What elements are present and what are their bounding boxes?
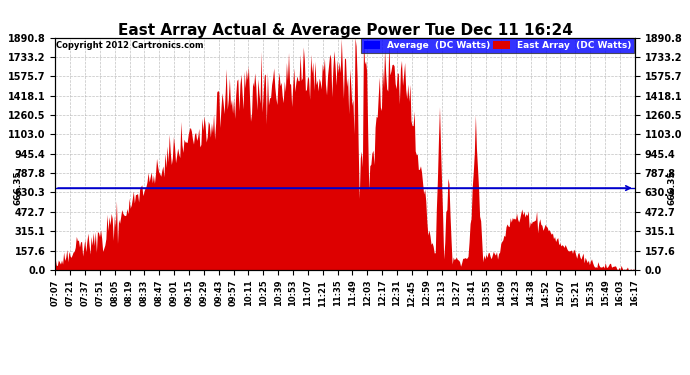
Legend: Average  (DC Watts), East Array  (DC Watts): Average (DC Watts), East Array (DC Watts… bbox=[361, 38, 634, 53]
Text: 666.35: 666.35 bbox=[668, 171, 677, 206]
Title: East Array Actual & Average Power Tue Dec 11 16:24: East Array Actual & Average Power Tue De… bbox=[117, 22, 573, 38]
Text: Copyright 2012 Cartronics.com: Copyright 2012 Cartronics.com bbox=[57, 41, 204, 50]
Text: 666.35: 666.35 bbox=[13, 171, 22, 206]
